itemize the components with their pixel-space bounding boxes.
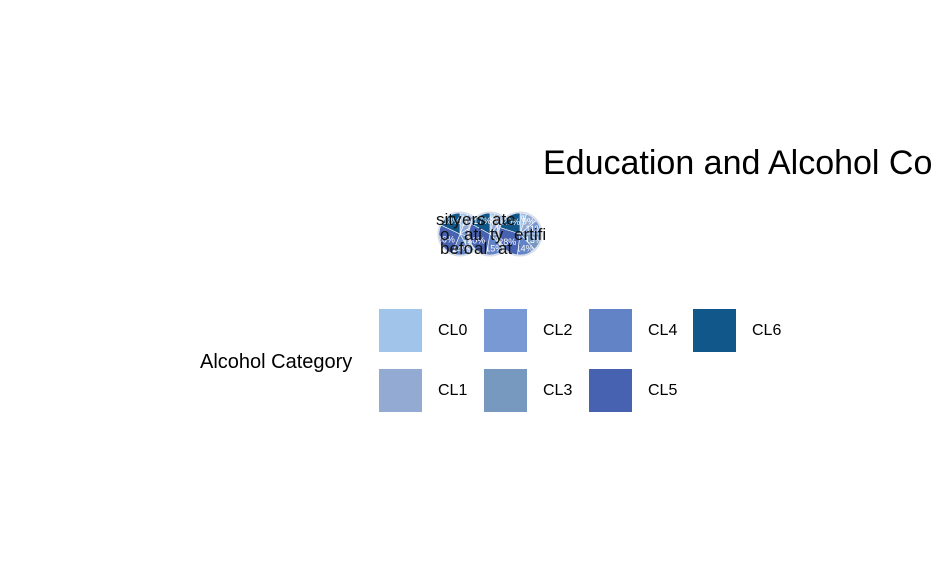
pie-slice-value: 14% xyxy=(452,244,470,254)
pie-slice-value: 26% xyxy=(437,235,455,245)
pie-category-label: at xyxy=(498,239,512,258)
pie-slice-value: 14% xyxy=(516,243,534,253)
pie-category-label: ers xyxy=(462,210,486,229)
pie-slice-cl6 xyxy=(471,212,491,235)
pie-slice-value: 13% xyxy=(525,235,543,245)
pie-category-label: al xyxy=(474,239,487,258)
chart-title: Education and Alcohol Co xyxy=(543,144,933,182)
pie-slice-value: 6% xyxy=(456,214,469,224)
legend-item-cl1: CL1 xyxy=(379,369,489,413)
legend-label: CL1 xyxy=(438,382,468,399)
pie-3: 5%9%11%13%14%28% 20% xyxy=(497,211,543,257)
legend-label: CL5 xyxy=(648,382,678,399)
legend-label: CL2 xyxy=(543,322,573,339)
pie-outline xyxy=(497,211,543,257)
legend-label: CL3 xyxy=(543,382,573,399)
pie-slice-value: 15% xyxy=(485,244,503,254)
pie-slice-value: 8% xyxy=(491,216,504,226)
legend-item-cl4: CL4 xyxy=(589,309,699,353)
legend-label: CL4 xyxy=(648,322,678,339)
pie-slice-value: 4% xyxy=(485,214,498,224)
pie-slice-value: 5% xyxy=(516,214,529,224)
pie-slice-value: 10% xyxy=(461,217,479,227)
legend-title: Alcohol Category xyxy=(200,351,353,373)
pie-category-label: befo xyxy=(440,239,473,258)
pie-slice-cl6 xyxy=(440,212,461,235)
pie-category-label: ertifi xyxy=(514,225,546,244)
legend-swatch xyxy=(379,369,422,412)
pie-slice-cl5 xyxy=(468,223,491,255)
pie-slice-value: 18% xyxy=(443,216,461,226)
legend-item-cl6: CL6 xyxy=(693,309,803,353)
pie-category-label: ate xyxy=(492,210,516,229)
legend-label: CL6 xyxy=(752,322,782,339)
legend-item-cl0: CL0 xyxy=(379,309,489,353)
legend-swatch xyxy=(693,309,736,352)
pie-category-label: ati xyxy=(464,225,482,244)
pie-slice-value: 17% xyxy=(473,216,491,226)
pie-charts: 6%10%14%12%14%26%18%4%8%14%12%15%30%17%5… xyxy=(436,210,546,258)
legend-item-cl5: CL5 xyxy=(589,369,699,413)
pie-slice-value: 28% xyxy=(498,237,516,247)
pie-slice-cl5 xyxy=(498,227,521,256)
pie-slice-cl5 xyxy=(438,224,461,254)
pie-slice-cl6 xyxy=(499,212,521,235)
pie-category-label: o xyxy=(440,225,449,244)
legend-label: CL0 xyxy=(438,322,468,339)
pie-slice-value: 20% xyxy=(502,217,520,227)
legend-swatch xyxy=(484,309,527,352)
legend-swatch xyxy=(589,369,632,412)
pie-slice-value: 11% xyxy=(526,224,543,234)
pie-slice-value: 9% xyxy=(522,216,535,226)
legend-swatch xyxy=(379,309,422,352)
legend-swatch xyxy=(589,309,632,352)
legend-item-cl2: CL2 xyxy=(484,309,594,353)
legend-swatch xyxy=(484,369,527,412)
legend-item-cl3: CL3 xyxy=(484,369,594,413)
pie-slice-value: 30% xyxy=(467,235,485,245)
pie-category-label: ty xyxy=(490,225,504,244)
pie-category-label: sity xyxy=(436,210,462,229)
